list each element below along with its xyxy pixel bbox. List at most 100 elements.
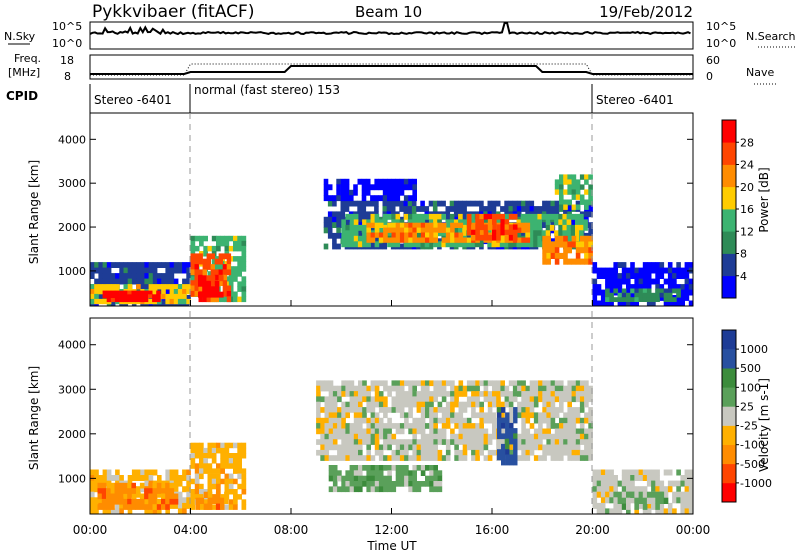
velocity-cell <box>395 380 401 387</box>
velocity-cell <box>445 449 451 456</box>
velocity-cell <box>378 433 384 440</box>
velocity-cell <box>483 428 489 435</box>
power-cell <box>407 206 413 212</box>
velocity-cell <box>320 428 325 435</box>
power-cell <box>600 273 606 279</box>
power-cell <box>458 222 464 228</box>
velocity-cell <box>199 453 204 459</box>
velocity-cell <box>433 455 438 461</box>
power-cell <box>387 213 392 220</box>
velocity-cell <box>529 407 535 413</box>
power-cell <box>106 298 112 303</box>
velocity-cell <box>454 417 459 424</box>
power-cell <box>425 232 430 238</box>
velocity-cell <box>131 469 137 476</box>
power-cell <box>570 224 576 231</box>
velocity-cell <box>190 463 196 469</box>
velocity-cell <box>554 449 560 456</box>
velocity-cell <box>115 502 120 509</box>
velocity-cell <box>345 380 350 387</box>
velocity-cell <box>554 380 560 387</box>
power-cell <box>110 290 116 295</box>
power-cell <box>420 213 426 220</box>
velocity-cell <box>688 502 694 509</box>
y-tick-label: 4000 <box>58 339 86 352</box>
power-cell <box>508 200 514 207</box>
velocity-cell <box>165 508 170 515</box>
velocity-cell <box>659 497 665 504</box>
velocity-cell <box>115 475 120 481</box>
power-cell <box>190 285 195 292</box>
velocity-cell <box>420 455 426 461</box>
velocity-cell <box>441 439 447 445</box>
power-cell <box>684 295 690 301</box>
power-cell <box>546 200 551 207</box>
velocity-cell <box>525 433 531 440</box>
x-tick-label: 16:00 <box>475 523 510 537</box>
velocity-cell <box>454 385 459 392</box>
velocity-cell <box>324 428 330 435</box>
velocity-cell <box>324 396 330 403</box>
velocity-cell <box>207 463 213 469</box>
power-cell <box>102 273 108 279</box>
power-cell <box>357 224 363 231</box>
power-cell <box>609 300 614 307</box>
power-cell <box>479 200 484 207</box>
velocity-cell <box>429 475 434 482</box>
velocity-cell <box>228 458 234 464</box>
power-cell <box>550 238 556 245</box>
velocity-cell <box>337 475 342 482</box>
power-cell <box>483 234 489 241</box>
velocity-cell <box>512 391 518 397</box>
power-cell <box>374 232 380 238</box>
velocity-cell <box>454 401 459 408</box>
velocity-cell <box>332 433 338 440</box>
velocity-cell <box>215 497 221 504</box>
power-cell <box>241 296 247 303</box>
velocity-cell <box>487 407 493 413</box>
velocity-cell <box>655 480 660 487</box>
velocity-cell <box>237 473 242 480</box>
power-cell <box>214 258 219 265</box>
velocity-cell <box>131 491 137 498</box>
velocity-cell <box>533 455 539 461</box>
power-cell <box>579 230 584 237</box>
velocity-cell <box>425 449 430 456</box>
colorbar-swatch <box>722 275 736 299</box>
power-cell <box>567 184 572 190</box>
velocity-cell <box>479 439 484 445</box>
velocity-cell <box>509 454 514 461</box>
power-cell <box>152 278 158 285</box>
velocity-cell <box>420 428 426 435</box>
power-cell <box>374 222 380 228</box>
power-cell <box>403 241 409 248</box>
velocity-cell <box>567 428 572 435</box>
power-cell <box>323 195 329 202</box>
power-cell <box>357 211 362 218</box>
power-cell <box>638 292 644 298</box>
velocity-cell <box>458 407 464 413</box>
velocity-cell <box>450 380 455 387</box>
power-cell <box>563 252 568 259</box>
power-cell <box>676 267 681 274</box>
nave-label: Nave <box>746 66 774 79</box>
velocity-cell <box>399 412 405 419</box>
velocity-cell <box>177 508 183 515</box>
velocity-cell <box>642 503 648 510</box>
velocity-cell <box>433 439 438 445</box>
power-cell <box>395 184 401 191</box>
power-cell <box>605 288 610 294</box>
velocity-cell <box>517 412 522 419</box>
velocity-cell <box>233 453 238 459</box>
velocity-cell <box>144 469 149 476</box>
power-cell <box>186 289 191 295</box>
power-cell <box>395 195 401 202</box>
velocity-patch <box>190 442 247 510</box>
power-cell <box>357 241 363 248</box>
power-cell <box>114 290 120 295</box>
velocity-cell <box>416 401 422 408</box>
power-cell <box>395 213 401 220</box>
velocity-cell <box>186 469 191 476</box>
velocity-cell <box>152 482 158 489</box>
velocity-cell <box>215 491 221 498</box>
